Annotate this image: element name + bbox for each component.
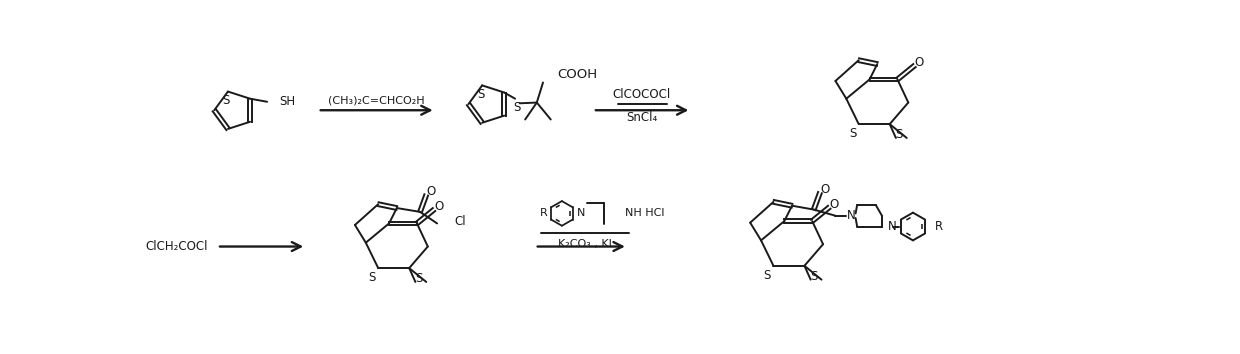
Text: O: O — [830, 198, 838, 211]
Text: S: S — [810, 270, 817, 283]
Text: (CH₃)₂C=CHCO₂H: (CH₃)₂C=CHCO₂H — [329, 95, 425, 105]
Text: S: S — [223, 94, 231, 107]
Text: Cl: Cl — [454, 215, 466, 228]
Text: NH HCl: NH HCl — [625, 209, 665, 218]
Text: SnCl₄: SnCl₄ — [626, 111, 657, 124]
Text: O: O — [820, 183, 830, 196]
Text: R: R — [935, 220, 942, 233]
Text: ClCH₂COCl: ClCH₂COCl — [145, 240, 207, 253]
Text: S: S — [368, 271, 376, 284]
Text: S: S — [764, 269, 771, 281]
Text: O: O — [427, 185, 435, 198]
Text: N: N — [577, 209, 585, 218]
Text: N: N — [888, 220, 897, 233]
Text: S: S — [477, 88, 485, 101]
Text: R: R — [539, 209, 547, 218]
Text: S: S — [415, 272, 422, 285]
Text: K₂CO₃ , KI: K₂CO₃ , KI — [558, 239, 613, 249]
Text: ClCOCOCl: ClCOCOCl — [613, 88, 671, 101]
Text: S: S — [849, 127, 856, 140]
Text: COOH: COOH — [557, 68, 598, 81]
Text: SH: SH — [279, 95, 295, 108]
Text: O: O — [434, 200, 443, 213]
Text: S: S — [895, 129, 903, 141]
Text: N: N — [847, 209, 856, 222]
Text: S: S — [513, 102, 521, 114]
Text: O: O — [915, 56, 924, 69]
